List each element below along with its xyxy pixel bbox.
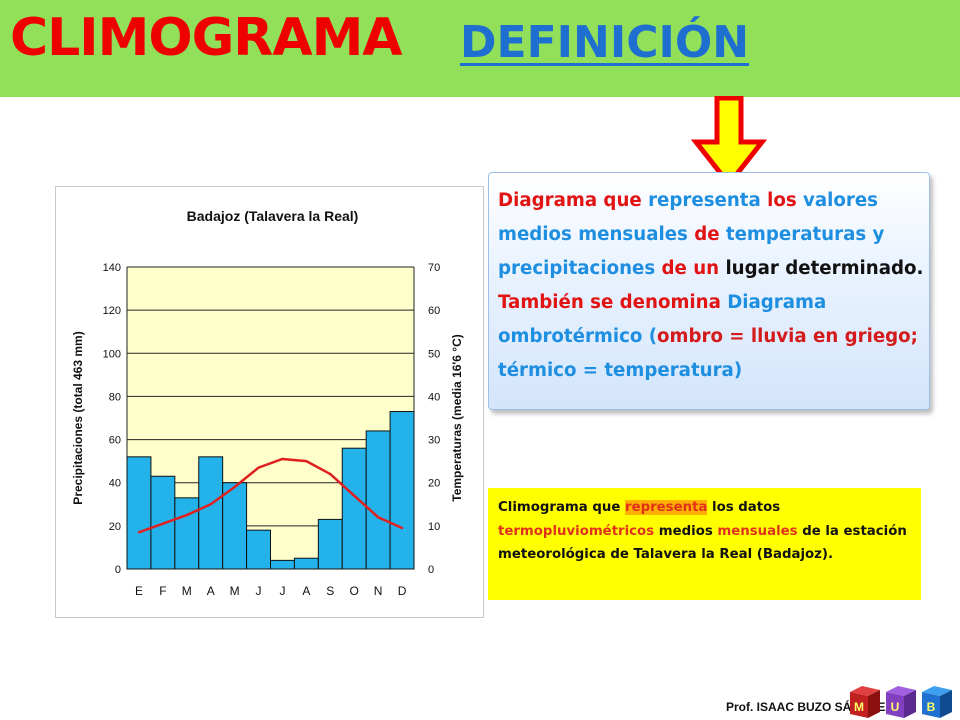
chart-frame: Badajoz (Talavera la Real) 0 20 40 60 80 100 12… <box>55 186 484 618</box>
precipitation-bar <box>365 430 391 570</box>
temperature-point <box>233 485 236 489</box>
month-label: M <box>230 584 240 598</box>
left-tick-label: 100 <box>103 348 121 360</box>
left-tick-label: 120 <box>103 305 121 317</box>
right-tick-label: 10 <box>428 521 440 533</box>
note-segment: representa <box>625 500 708 515</box>
definition-segment: valores medios mensuales <box>498 190 878 245</box>
climogram-chart: Badajoz (Talavera la Real)02040608010012… <box>71 208 464 598</box>
precipitation-bar <box>246 529 271 570</box>
precipitation-bar <box>198 456 224 570</box>
precipitation-bar <box>293 557 319 570</box>
temperature-line <box>138 457 403 534</box>
right-tick-label: 40 <box>428 391 440 403</box>
month-label: O <box>350 584 359 598</box>
note-segment: medios <box>654 523 718 539</box>
month-label: D <box>398 584 407 598</box>
note-segment: de la estación meteorológica de Talavera… <box>498 523 907 563</box>
temperature-point <box>209 503 212 506</box>
temperature-point <box>257 466 260 469</box>
temperature-point <box>353 494 356 497</box>
temperature-point <box>376 516 380 519</box>
month-label: N <box>374 584 383 598</box>
definition-segment: los <box>767 190 803 211</box>
precipitation-bar <box>126 456 152 570</box>
title-banner <box>0 0 960 97</box>
right-tick-label: 30 <box>428 435 440 447</box>
temperature-point <box>137 531 141 534</box>
right-tick-label: 50 <box>428 348 440 360</box>
temperature-point <box>400 526 404 530</box>
definition-segment: temperaturas y precipitaciones <box>498 224 885 279</box>
month-label: F <box>159 584 166 598</box>
temperature-point <box>185 513 188 517</box>
logo-letter: U <box>891 700 900 714</box>
precipitation-bar <box>174 497 200 570</box>
right-tick-label: 70 <box>428 262 440 274</box>
chart-title: Badajoz (Talavera la Real) <box>187 208 359 224</box>
definition-segment: térmico = temperatura) <box>498 360 743 381</box>
note-segment: los datos <box>707 500 781 515</box>
temperature-point <box>329 472 332 476</box>
note-segment: Climograma que <box>498 500 626 515</box>
right-axis-label: Temperaturas (media 16'6 °C) <box>450 334 464 502</box>
definition-segment: ombro = lluvia en griego; <box>657 326 918 347</box>
page-title: CLIMOGRAMA <box>10 8 403 68</box>
right-tick-label: 20 <box>428 478 440 490</box>
right-tick-label: 60 <box>428 305 440 317</box>
temperature-point <box>281 457 284 461</box>
temperature-point <box>161 522 165 525</box>
definition-segment: de <box>694 224 726 245</box>
precipitation-bar <box>341 447 367 570</box>
left-tick-label: 0 <box>115 564 121 576</box>
logo-letter: M <box>854 700 864 714</box>
month-label: J <box>279 584 285 598</box>
left-tick-label: 20 <box>109 521 121 533</box>
left-tick-label: 60 <box>109 435 121 447</box>
precipitation-bar <box>270 559 295 570</box>
note-segment: termopluviométricos <box>498 523 655 539</box>
month-label: A <box>207 584 215 598</box>
climogram-note-text: Climograma que representa los datos term… <box>498 496 918 567</box>
precipitation-bar <box>222 482 248 570</box>
left-axis-label: Precipitaciones (total 463 mm) <box>71 331 85 504</box>
month-label: J <box>256 584 262 598</box>
left-tick-label: 80 <box>109 391 121 403</box>
logo-cube: B <box>922 686 952 718</box>
temperature-point <box>305 459 308 463</box>
definition-segment: Diagrama que <box>498 190 649 211</box>
precipitation-bar <box>389 411 415 570</box>
definition-text: Diagrama que representa los valores medi… <box>498 184 930 388</box>
logo-cube: M <box>850 686 880 718</box>
definition-segment: lugar determinado. <box>725 258 924 279</box>
down-arrow-icon <box>690 96 768 189</box>
definition-segment: Diagrama ombrotérmico ( <box>498 292 827 347</box>
logo-cube: U <box>886 686 916 718</box>
definition-link[interactable]: DEFINICIÓN <box>460 17 750 68</box>
definition-segment: representa <box>648 190 768 211</box>
right-tick-label: 0 <box>428 564 434 576</box>
left-tick-label: 140 <box>103 262 121 274</box>
left-tick-label: 40 <box>109 478 121 490</box>
month-label: A <box>302 584 310 598</box>
logo-letter: B <box>927 700 936 714</box>
month-label: S <box>326 584 334 598</box>
precipitation-bar <box>317 518 343 570</box>
note-segment: mensuales <box>717 523 798 539</box>
definition-box <box>488 172 930 410</box>
definition-segment: También se denomina <box>498 292 728 313</box>
month-label: M <box>182 584 192 598</box>
month-label: E <box>135 584 143 598</box>
definition-segment: de un <box>661 258 726 279</box>
